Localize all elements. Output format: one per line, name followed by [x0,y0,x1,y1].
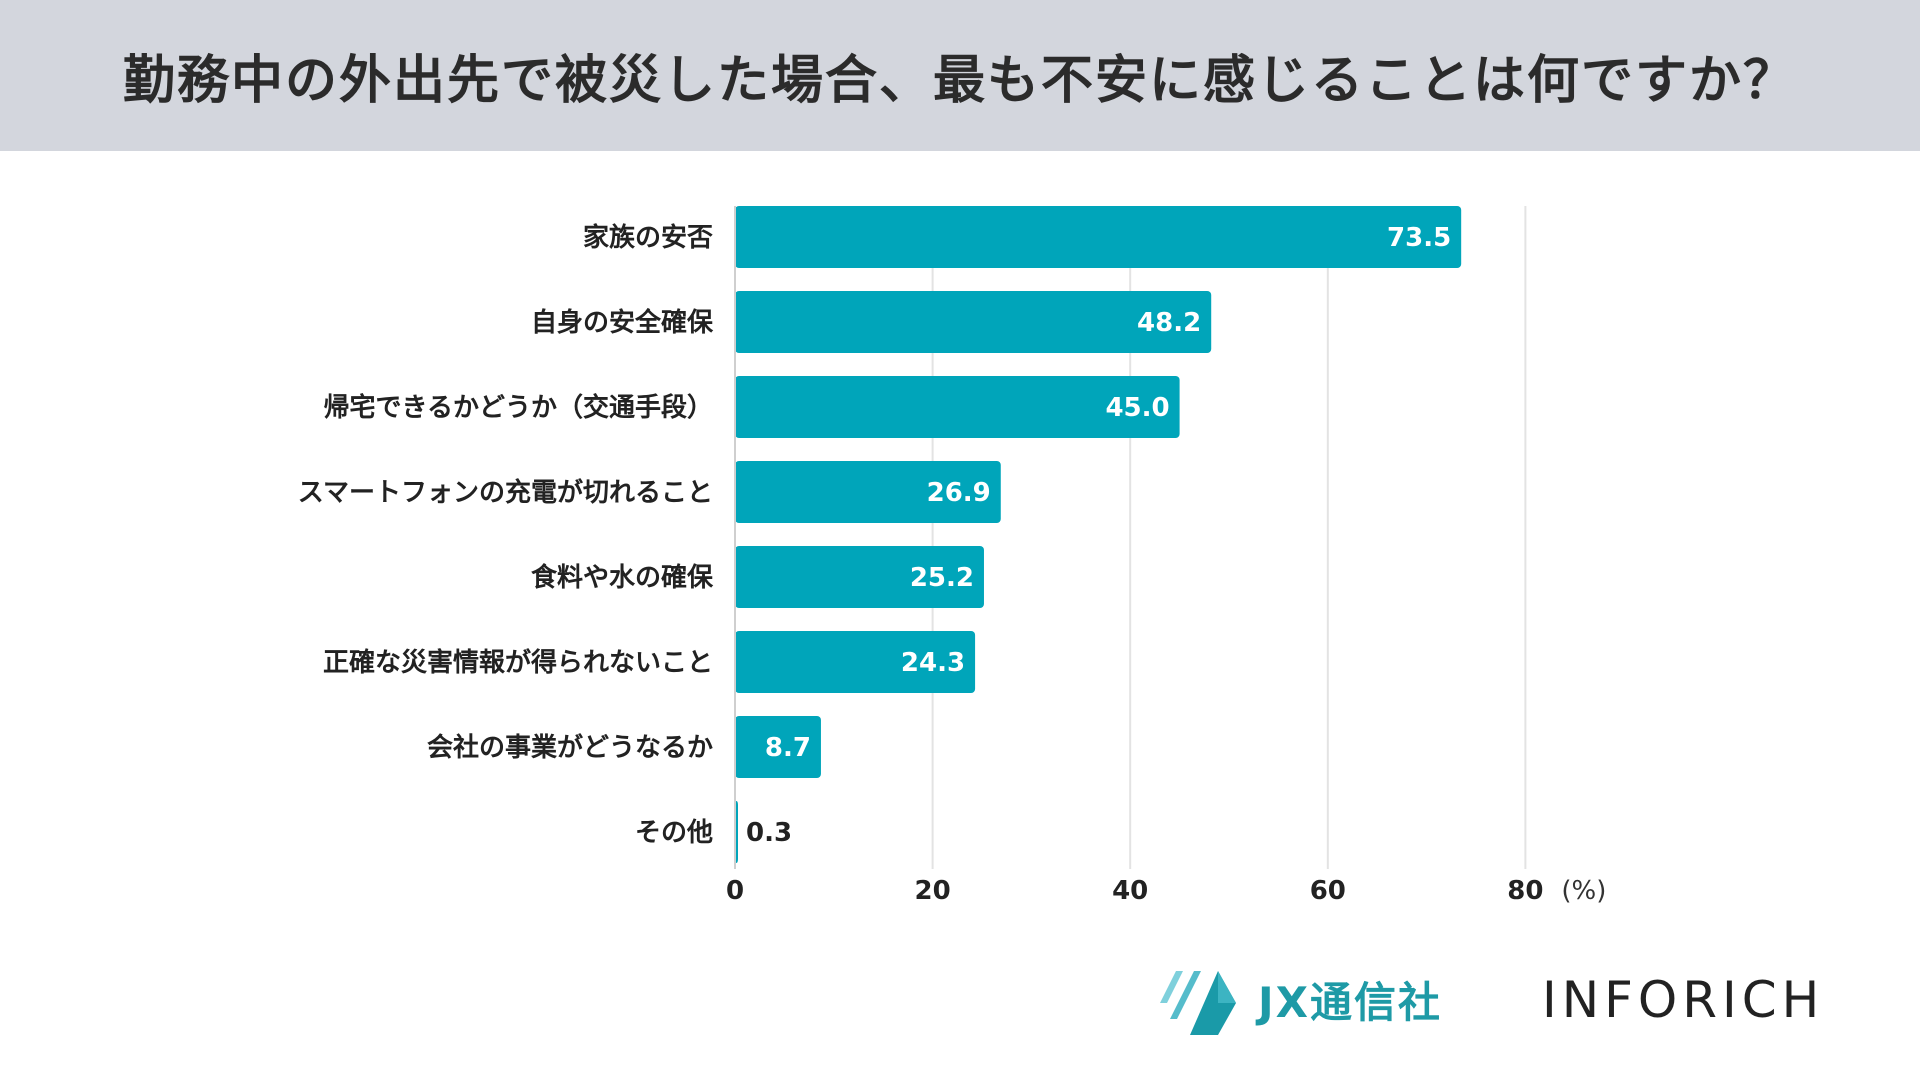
bar [735,206,1462,268]
x-tick-label: 40 [1112,876,1148,906]
chart-title: 勤務中の外出先で被災した場合、最も不安に感じることは何ですか？ [122,51,1797,111]
jx-logo-text: JX通信社 [1258,978,1443,1027]
category-label: 正確な災害情報が得られないこと [323,647,713,678]
x-tick-label: 60 [1310,876,1346,906]
bar-chart: 家族の安否 73.5 自身の安全確保 48.2 帰宅できるかどうか（交通手段） 45.0 ス… [298,206,1606,906]
value-label: 0.3 [746,818,792,848]
inforich-logo: INFORICH [1542,971,1825,1029]
category-label: 自身の安全確保 [531,307,714,338]
category-label: 食料や水の確保 [531,562,714,593]
header-banner: 勤務中の外出先で被災した場合、最も不安に感じることは何ですか？ [0,0,1920,151]
category-label: その他 [635,818,713,848]
x-tick-label: 0 [726,876,744,906]
x-tick-label: 20 [915,876,951,906]
jx-logo-icon [1160,970,1236,1035]
value-label: 26.9 [927,478,991,508]
value-label: 73.5 [1387,223,1451,253]
category-label: 帰宅できるかどうか（交通手段） [324,392,713,423]
value-label: 24.3 [901,648,965,678]
x-tick-label: 80 [1507,876,1543,906]
bar [735,716,821,778]
category-label: 会社の事業がどうなるか [427,732,713,763]
bar [735,631,976,693]
value-label: 25.2 [910,563,974,593]
jx-logo: JX通信社 [1156,962,1442,1037]
value-label: 45.0 [1105,393,1169,423]
category-label: 家族の安否 [583,222,713,253]
bar [735,461,1001,523]
bar [735,291,1212,353]
bar [735,546,984,608]
bar [735,376,1180,438]
x-axis-unit: (%) [1561,876,1606,906]
value-label: 8.7 [765,733,811,763]
value-label: 48.2 [1137,308,1201,338]
category-label: スマートフォンの充電が切れること [298,477,713,508]
